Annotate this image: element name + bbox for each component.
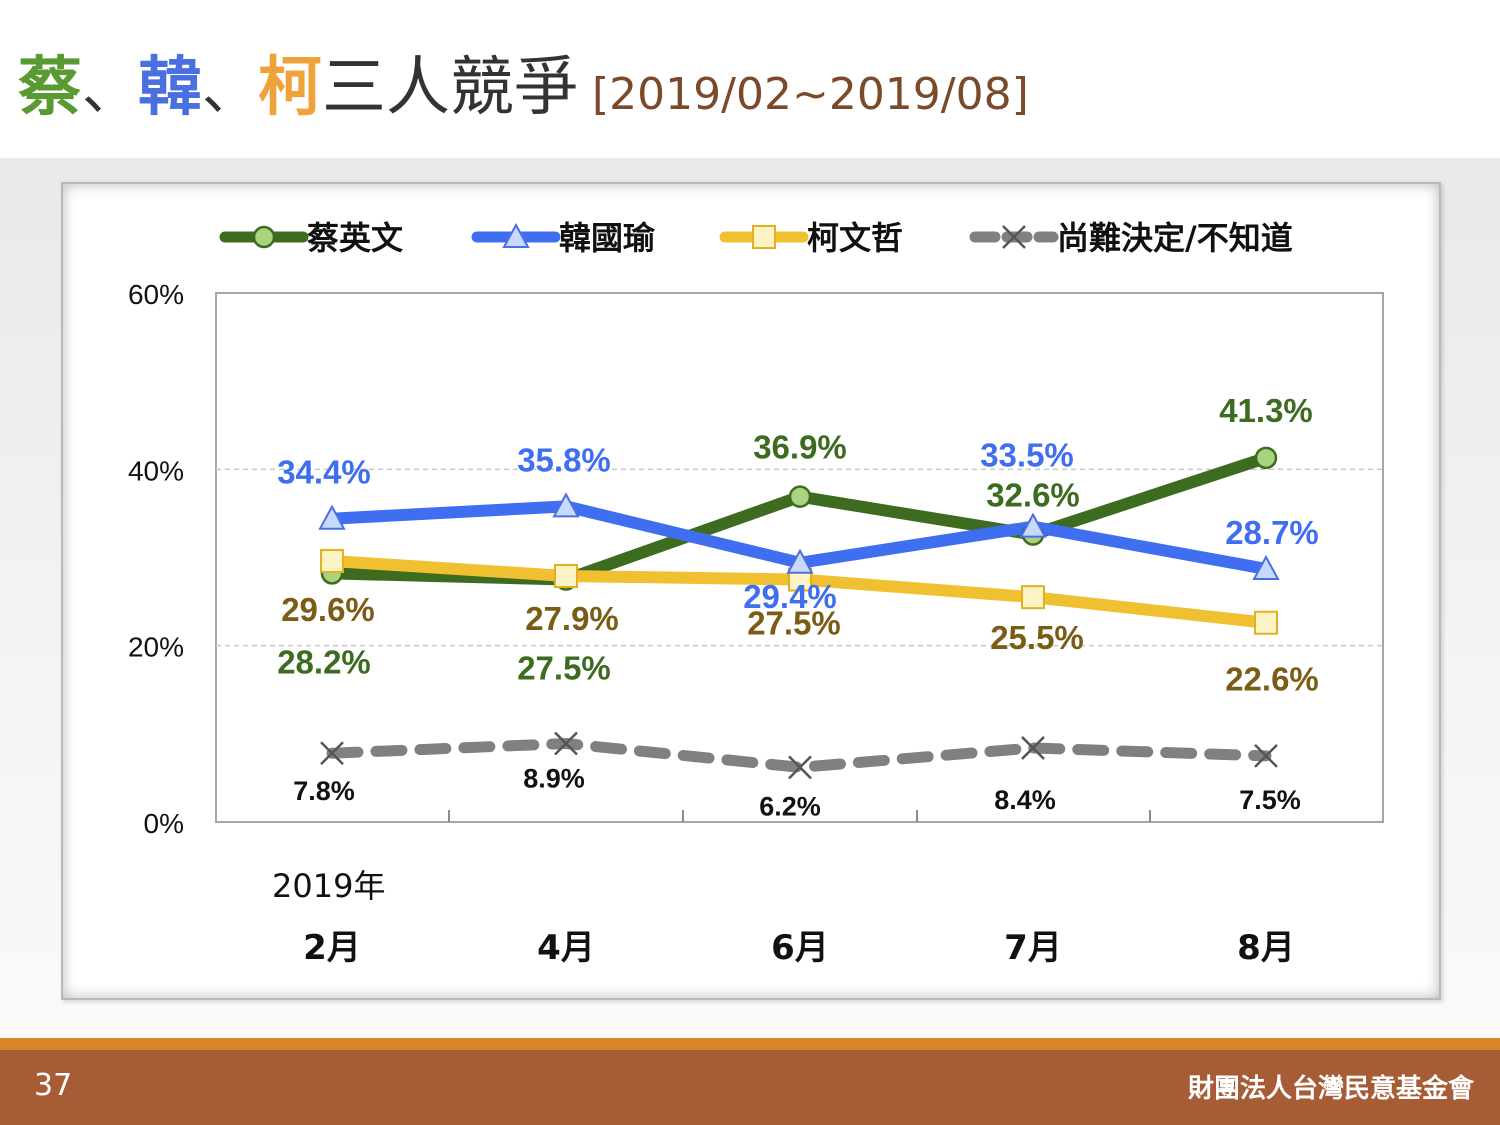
- data-label: 36.9%: [753, 429, 847, 466]
- legend-marker: [252, 225, 276, 249]
- y-tick-label: 20%: [128, 632, 184, 663]
- footer-bar: [0, 1050, 1500, 1125]
- organization-name: 財團法人台灣民意基金會: [1187, 1074, 1474, 1104]
- data-point-marker: [320, 549, 344, 574]
- title-name-ko: 柯: [258, 51, 322, 125]
- data-label: 6.2%: [759, 791, 821, 821]
- legend-label: 韓國瑜: [559, 219, 656, 257]
- x-tick-label: 4月: [537, 928, 595, 968]
- data-point-marker: [1254, 743, 1278, 768]
- title-sep-2: 、: [202, 58, 258, 123]
- title-rest: 三人競爭: [322, 51, 578, 125]
- plot-area: [215, 292, 1384, 823]
- data-label: 27.9%: [525, 600, 619, 637]
- data-label: 35.8%: [517, 441, 611, 478]
- legend-marker: [752, 225, 776, 249]
- data-label: 28.2%: [277, 643, 371, 680]
- data-point-marker: [554, 564, 578, 589]
- x-tick-label: 7月: [1004, 928, 1062, 968]
- legend-label: 柯文哲: [807, 219, 903, 257]
- data-point-marker: [786, 548, 814, 574]
- title-sep-1: 、: [82, 58, 138, 123]
- slide-title: 蔡、韓、柯三人競爭 [2019/02~2019/08]: [18, 38, 1029, 138]
- data-point-marker: [1021, 585, 1045, 610]
- data-label: 8.4%: [994, 785, 1056, 815]
- data-label: 34.4%: [277, 454, 371, 491]
- legend-label: 蔡英文: [307, 219, 403, 257]
- x-tick-label: 6月: [771, 928, 829, 968]
- y-tick-label: 60%: [128, 279, 184, 310]
- data-label: 29.4%: [743, 578, 837, 615]
- data-point-marker: [1254, 610, 1278, 635]
- data-point-marker: [552, 492, 580, 518]
- series-line-3: [326, 738, 1272, 773]
- footer-accent-line: [0, 1038, 1500, 1050]
- title-name-han: 韓: [138, 51, 202, 125]
- data-label: 27.5%: [747, 605, 841, 642]
- data-label: 41.3%: [1219, 392, 1313, 429]
- legend-label: 尚難決定/不知道: [1057, 219, 1293, 257]
- title-name-tsai: 蔡: [18, 51, 82, 125]
- data-label: 32.6%: [986, 477, 1080, 514]
- y-tick-label: 0%: [144, 808, 184, 839]
- data-label: 7.8%: [293, 776, 355, 806]
- x-tick-label: 8月: [1237, 928, 1295, 968]
- x-tick-label: 2月: [303, 928, 361, 968]
- data-point-marker: [788, 755, 812, 780]
- data-point-marker: [1252, 554, 1280, 580]
- data-point-marker: [788, 485, 812, 508]
- data-point-marker: [318, 504, 346, 530]
- title-date-range: [2019/02~2019/08]: [592, 69, 1029, 120]
- data-label: 22.6%: [1225, 661, 1319, 698]
- y-tick-label: 40%: [128, 455, 184, 486]
- legend-marker: [1002, 225, 1026, 249]
- data-point-marker: [1021, 736, 1045, 760]
- page-number: 37: [34, 1068, 73, 1103]
- data-label: 33.5%: [980, 437, 1074, 474]
- data-point-marker: [320, 741, 344, 766]
- data-point-marker: [1254, 446, 1278, 470]
- data-label: 28.7%: [1225, 514, 1319, 551]
- data-label: 7.5%: [1239, 785, 1301, 815]
- data-label: 8.9%: [523, 764, 585, 794]
- data-label: 27.5%: [517, 650, 611, 687]
- chart-panel: [61, 182, 1441, 1000]
- legend-marker: [502, 222, 530, 248]
- data-point-marker: [1019, 512, 1047, 538]
- year-label: 2019年: [272, 867, 385, 905]
- data-point-marker: [554, 731, 578, 756]
- data-label: 25.5%: [990, 619, 1084, 656]
- data-label: 29.6%: [281, 591, 375, 628]
